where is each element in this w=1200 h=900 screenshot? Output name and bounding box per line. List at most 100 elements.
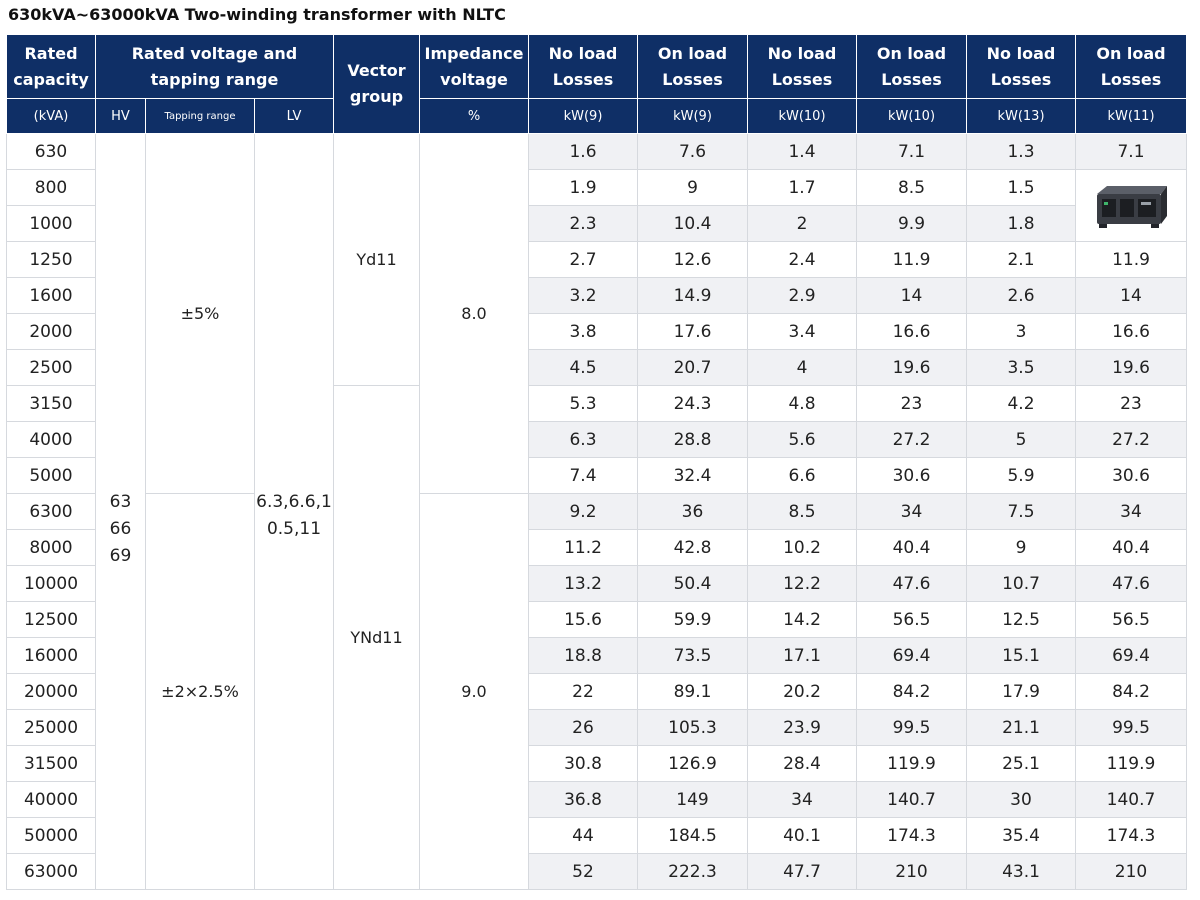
capacity-cell: 2500 [6,349,96,386]
no-load-kw10-cell: 4 [747,349,857,386]
on-load-kw10-cell: 119.9 [856,745,967,782]
no-load-kw13-cell: 3.5 [966,349,1076,386]
no-load-kw13-cell: 1.8 [966,205,1076,242]
on-load-kw10-cell: 174.3 [856,817,967,854]
on-load-kw11-cell: 119.9 [1075,745,1187,782]
no-load-kw9-cell: 2.3 [528,205,638,242]
no-load-kw13-cell: 21.1 [966,709,1076,746]
no-load-kw10-cell: 40.1 [747,817,857,854]
no-load-kw13-cell: 5.9 [966,457,1076,494]
table-row: 3150 YNd11 5.3 24.3 4.8 23 4.2 23 [6,385,1187,890]
on-load-kw10-cell: 140.7 [856,781,967,818]
no-load-kw13-cell: 43.1 [966,853,1076,890]
no-load-kw10-cell: 28.4 [747,745,857,782]
table-row: 630 63 66 69 ±5% 6.3,6.6,1 0.5,11 Yd11 8.0 1.6 7.6… [6,133,1187,890]
capacity-cell: 63000 [6,853,96,890]
on-load-kw10-cell: 40.4 [856,529,967,566]
on-load-kw10-cell: 9.9 [856,205,967,242]
on-load-kw11-cell: 7.1 [1075,133,1187,170]
no-load-kw10-cell: 8.5 [747,493,857,530]
tapping-range-lower-cell: ±2×2.5% [145,493,255,890]
header-rated-voltage: Rated voltage and tapping range [95,34,334,99]
no-load-kw13-cell: 12.5 [966,601,1076,638]
vector-group-upper-cell: Yd11 [333,133,420,386]
no-load-kw13-cell: 7.5 [966,493,1076,530]
no-load-kw9-cell: 5.3 [528,385,638,422]
no-load-kw9-cell: 26 [528,709,638,746]
no-load-kw10-cell: 2 [747,205,857,242]
on-load-kw10-cell: 47.6 [856,565,967,602]
no-load-kw13-cell: 17.9 [966,673,1076,710]
capacity-cell: 6300 [6,493,96,530]
on-load-kw10-cell: 14 [856,277,967,314]
no-load-kw10-cell: 6.6 [747,457,857,494]
table-row: 1600 3.2 14.9 2.9 14 2.6 14 [6,277,1187,314]
unit-kw9-on-load: kW(9) [637,98,748,134]
on-load-kw10-cell: 210 [856,853,967,890]
header-vector-group: Vector group [333,34,420,134]
capacity-cell: 8000 [6,529,96,566]
capacity-cell: 20000 [6,673,96,710]
header-on-load-losses-1: On load Losses [637,34,748,99]
capacity-cell: 1250 [6,241,96,278]
no-load-kw13-cell: 1.3 [966,133,1076,170]
impedance-upper-cell: 8.0 [419,133,529,494]
on-load-kw10-cell: 30.6 [856,457,967,494]
no-load-kw13-cell: 5 [966,421,1076,458]
unit-kw13-no-load: kW(13) [966,98,1076,134]
no-load-kw10-cell: 3.4 [747,313,857,350]
tapping-range-upper-cell: ±5% [145,133,255,494]
no-load-kw10-cell: 5.6 [747,421,857,458]
capacity-cell: 50000 [6,817,96,854]
on-load-kw11-cell: 34 [1075,493,1187,530]
on-load-kw11-cell: 27.2 [1075,421,1187,458]
no-load-kw10-cell: 2.9 [747,277,857,314]
on-load-kw9-cell: 36 [637,493,748,530]
on-load-kw9-cell: 42.8 [637,529,748,566]
no-load-kw13-cell: 25.1 [966,745,1076,782]
on-load-kw10-cell: 8.5 [856,169,967,206]
no-load-kw10-cell: 20.2 [747,673,857,710]
unit-percent: % [419,98,529,134]
capacity-cell: 1000 [6,205,96,242]
table-row: 1250 2.7 12.6 2.4 11.9 2.1 11.9 [6,241,1187,278]
no-load-kw9-cell: 11.2 [528,529,638,566]
header-on-load-losses-3: On load Losses [1075,34,1187,99]
on-load-kw11-cell: 40.4 [1075,529,1187,566]
capacity-cell: 10000 [6,565,96,602]
no-load-kw13-cell: 1.5 [966,169,1076,206]
table-row: 63000 52 222.3 47.7 210 43.1 210 [6,853,1187,890]
capacity-cell: 2000 [6,313,96,350]
no-load-kw10-cell: 1.4 [747,133,857,170]
table-row: 50000 44 184.5 40.1 174.3 35.4 174.3 [6,817,1187,854]
on-load-kw9-cell: 7.6 [637,133,748,170]
table-row: 8000 11.2 42.8 10.2 40.4 9 40.4 [6,529,1187,566]
on-load-kw10-cell: 19.6 [856,349,967,386]
on-load-kw10-cell: 23 [856,385,967,422]
on-load-kw11-cell: 14 [1075,277,1187,314]
unit-kw10-no-load: kW(10) [747,98,857,134]
capacity-cell: 800 [6,169,96,206]
table-row: 12500 15.6 59.9 14.2 56.5 12.5 56.5 [6,601,1187,638]
on-load-kw11-cell: 84.2 [1075,673,1187,710]
on-load-kw11-cell: 19.6 [1075,349,1187,386]
table-body: 630 63 66 69 ±5% 6.3,6.6,1 0.5,11 Yd11 8.0 1.6 7.6… [6,133,1187,890]
on-load-kw10-cell: 84.2 [856,673,967,710]
capacity-cell: 25000 [6,709,96,746]
table-row: 6300 ±2×2.5% 9.0 9.2 36 8.5 34 7.5 34 [6,493,1187,890]
on-load-kw11-cell: 140.7 [1075,781,1187,818]
table-row: 20000 22 89.1 20.2 84.2 17.9 84.2 [6,673,1187,710]
unit-kw10-on-load: kW(10) [856,98,967,134]
on-load-kw9-cell: 32.4 [637,457,748,494]
no-load-kw10-cell: 14.2 [747,601,857,638]
hv-voltage-cell: 63 66 69 [95,133,146,890]
no-load-kw9-cell: 36.8 [528,781,638,818]
no-load-kw9-cell: 7.4 [528,457,638,494]
table-row: 40000 36.8 149 34 140.7 30 140.7 [6,781,1187,818]
on-load-kw11-cell: 11.9 [1075,241,1187,278]
no-load-kw13-cell: 4.2 [966,385,1076,422]
no-load-kw10-cell: 10.2 [747,529,857,566]
vector-group-lower-cell: YNd11 [333,385,420,890]
transformer-spec-table: Rated capacity Rated voltage and tapping… [6,34,1187,890]
capacity-cell: 16000 [6,637,96,674]
